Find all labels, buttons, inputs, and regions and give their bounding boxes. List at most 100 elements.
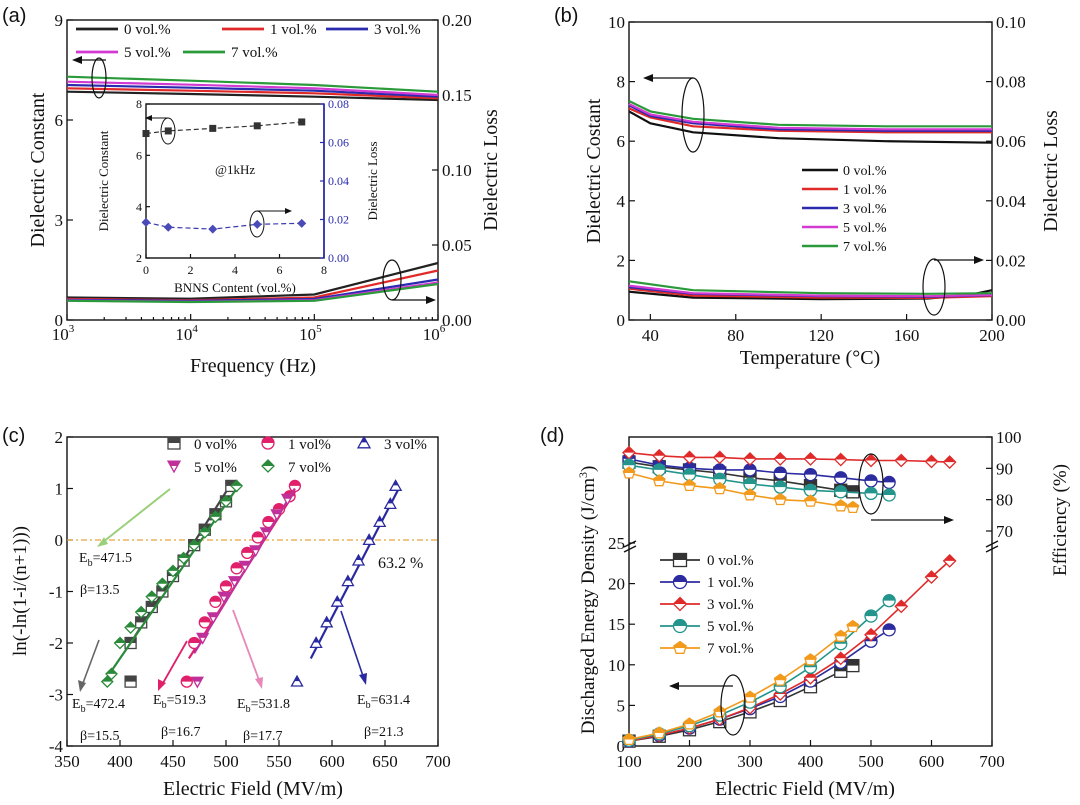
pc-point-1-2-fill <box>209 596 221 602</box>
pc-point-2-8-fill <box>392 480 399 486</box>
eb-e-4: E <box>237 697 246 712</box>
inset-loss-point-1-shape <box>163 222 173 232</box>
pd-eff-point-1-9 <box>882 475 896 490</box>
pc-point-1-3-fill <box>220 580 232 587</box>
pc-point-3-5-fill <box>250 545 262 551</box>
pa-xtick-base-3: 10 <box>423 325 440 344</box>
pd-energy-point-2-7-fill <box>834 652 847 659</box>
pd-eff-point-4-0-fill <box>623 467 635 474</box>
pc-point-4-3-fill <box>135 606 147 613</box>
pd-eff-point-3-7 <box>834 485 848 499</box>
pc-legend-marker-1 <box>261 436 275 450</box>
pd-legend-label-3: 5 vol.% <box>707 619 754 635</box>
pb-xtick-label-4: 200 <box>979 326 1005 345</box>
pb-ytick-label-5: 10 <box>608 13 625 32</box>
pd-energy-point-3-8-fill <box>865 610 877 617</box>
pd-energy-point-2-10 <box>924 570 939 585</box>
panel-a-legend: 0 vol.% 1 vol.% 3 vol.% 5 vol.% 7 vol.% <box>76 22 421 61</box>
annot-arrow-4 <box>232 609 260 681</box>
panel-c-legend: 0 vol% 1 vol% 3 vol% 5 vol% 7 vol% <box>166 435 427 476</box>
panel-a: (a) 103 104 105 10603690.000.050.100.150.20… <box>2 5 502 377</box>
pd-eff-point-2-11-fill <box>943 456 956 463</box>
pd-energy-point-0-8 <box>846 658 860 673</box>
pb-legend-label-0: 0 vol.% <box>843 164 887 179</box>
panel-c-ylabel: ln(-ln(1-i/(n+1))) <box>10 526 31 656</box>
pd-xtick-label-5: 600 <box>919 752 945 771</box>
pa-xtick-label-1: 104 <box>175 323 198 344</box>
pc-point-2-6-fill <box>376 516 383 522</box>
pc-legend-label-2: 3 vol% <box>384 437 427 453</box>
pc-xtick-label-3: 500 <box>213 752 239 771</box>
inset-arrowhead-loss <box>285 208 292 214</box>
pd-eff-point-4-3-fill <box>714 482 726 489</box>
pc-xtick-label-1: 400 <box>107 752 133 771</box>
pd-legend-marker-4-fill <box>673 641 687 648</box>
pc-point-3-4-fill <box>239 561 251 566</box>
pc-point-3-6-fill <box>260 527 272 533</box>
pc-point-4-5-fill <box>156 578 168 584</box>
eb-e-3: E <box>153 693 162 708</box>
panel-b-ylabel: Dielectric Costant <box>583 98 605 243</box>
pd-energy-point-1-9-fill <box>883 623 896 630</box>
pc-outlier-0 <box>124 675 137 688</box>
eb-value-2: =472.4 <box>86 697 125 712</box>
pa-xtick-exp-1: 4 <box>192 323 198 335</box>
pd-eff-point-4-1-fill <box>653 474 665 481</box>
pc-outlier-1 <box>180 675 193 688</box>
pc-fit-line-2 <box>309 487 400 659</box>
pd-eff-point-4-4-fill <box>744 488 756 495</box>
pd-energy-point-0-8-fill <box>846 659 859 666</box>
pa-loss-line-4 <box>66 282 439 304</box>
pd-eff-point-2-4-fill <box>744 452 756 459</box>
pa-legend-label-4: 7 vol.% <box>231 45 278 61</box>
pc-legend-marker-2 <box>356 435 372 449</box>
pd-energy-point-3-9 <box>882 594 896 608</box>
pd-eff-line-3 <box>628 464 890 496</box>
pc-point-4-9-fill <box>199 526 211 533</box>
pd-energy-point-2-9 <box>894 599 909 614</box>
pd-legend-marker-4 <box>673 640 687 654</box>
pc-ytick-label-1: -3 <box>49 685 63 704</box>
pb-legend-label-3: 5 vol.% <box>843 221 887 236</box>
pd-eff-point-2-10-fill <box>925 455 938 462</box>
pc-outlier-0-fill <box>125 676 137 682</box>
pd-eff-point-4-6-fill <box>804 495 817 502</box>
pd-eff-point-2-0-fill <box>623 446 635 453</box>
pd-legend-marker-1 <box>672 574 688 590</box>
panel-d-series <box>622 445 957 749</box>
pd-eff-point-2-11 <box>942 455 957 469</box>
pc-point-2-7 <box>383 497 397 510</box>
pc-point-4-11-fill <box>220 495 232 502</box>
pd-energy-point-3-9-fill <box>883 594 896 601</box>
annot-arrow-2 <box>82 639 100 684</box>
pa-ytick-label-3: 9 <box>55 11 64 30</box>
pb-y2tick-label-4: 0.08 <box>996 73 1026 92</box>
inset-loss-point-1 <box>163 222 173 232</box>
pd-eff-point-4-6 <box>804 494 817 507</box>
pd-xtick-label-2: 300 <box>737 752 763 771</box>
pd-energy-point-2-8 <box>864 627 878 642</box>
pa-xtick-base-1: 10 <box>175 325 192 344</box>
pa-xtick-label-0: 103 <box>52 323 75 344</box>
pd-ytick-label-1: 5 <box>617 696 626 715</box>
pb-ytick-label-4: 8 <box>617 73 626 92</box>
panel-d-arrowhead-efficiency <box>944 516 954 524</box>
pc-point-4-0-fill <box>106 668 118 674</box>
pd-eff-point-2-8 <box>864 453 878 468</box>
pc-point-3-7 <box>270 509 284 522</box>
pd-energy-point-1-9 <box>882 623 896 637</box>
pd-eff-point-3-5 <box>773 480 787 494</box>
pb-legend-label-1: 1 vol.% <box>843 183 887 198</box>
pd-energy-point-4-7 <box>834 629 848 642</box>
pd-energy-point-3-8 <box>864 609 878 623</box>
pd-xtick-label-1: 200 <box>677 752 703 771</box>
panel-c-xlabel: Electric Field (MV/m) <box>163 778 343 800</box>
panel-d-xlabel: Electric Field (MV/m) <box>715 778 895 800</box>
inset-y2label: Dielectric Loss <box>365 141 380 220</box>
panel-b-legend: 0 vol.% 1 vol.% 3 vol.% 5 vol.% 7 vol.% <box>802 164 887 255</box>
panel-b-xlabel: Temperature (°C) <box>740 347 880 369</box>
panel-d-ellipse-efficiency <box>858 453 884 515</box>
pd-legend-label-1: 1 vol.% <box>707 575 754 591</box>
eb-value-4: =531.8 <box>251 697 290 712</box>
